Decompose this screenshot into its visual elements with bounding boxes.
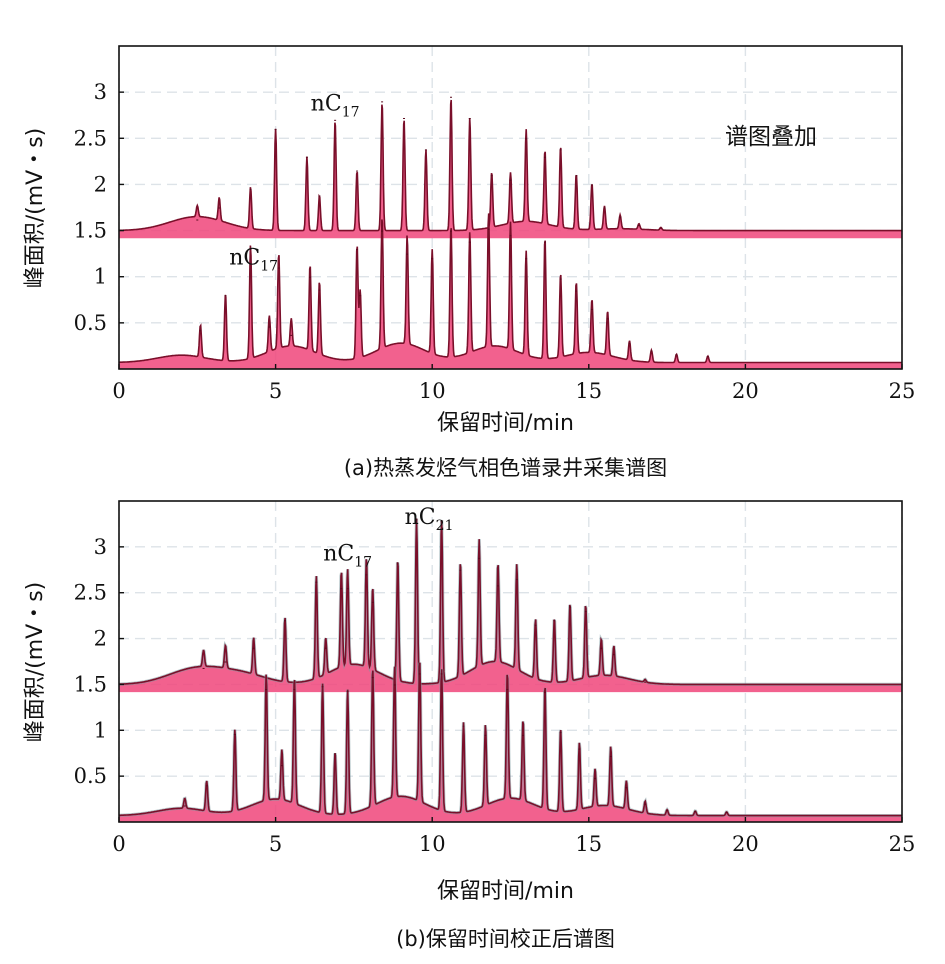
peak-annotation-subscript: 21	[436, 518, 454, 534]
series-1-line	[119, 99, 902, 232]
peak-annotation-base: nC	[229, 246, 260, 271]
series-2-area	[119, 213, 902, 369]
peak-annotation-subscript: 17	[342, 105, 360, 121]
x-tick-label: 10	[419, 379, 446, 403]
plot-frame	[118, 500, 903, 823]
series-1-shadow-line	[119, 518, 902, 686]
x-tick-label: 25	[889, 832, 916, 856]
y-tick-label: 0.5	[74, 311, 107, 335]
peak-annotation-base: nC	[311, 92, 342, 117]
x-tick-label: 20	[732, 379, 759, 403]
series-2-line	[119, 213, 902, 364]
plot-frame	[118, 45, 903, 370]
x-tick-label: 5	[269, 379, 282, 403]
y-tick-label: 1.5	[74, 219, 107, 243]
y-tick-label: 1	[94, 718, 107, 742]
series-1-area	[119, 100, 902, 239]
x-tick-label: 10	[419, 832, 446, 856]
series-1-area	[119, 518, 902, 693]
y-tick-label: 3	[94, 80, 107, 104]
x-tick-label: 0	[112, 379, 125, 403]
x-axis-label: 保留时间/min	[437, 411, 574, 436]
peak-annotation: nC17	[311, 92, 360, 121]
x-tick-label: 15	[575, 832, 602, 856]
y-tick-label: 3	[94, 535, 107, 559]
peak-annotation: nC17	[229, 246, 278, 275]
y-tick-label: 0.5	[74, 764, 107, 788]
panel-a-chart: 0 5 10 15 20 25 0.5 1 1.5 2 2.5 3 保留时间/min 峰面积/(mV・s)…	[23, 45, 916, 480]
y-tick-label: 2.5	[74, 126, 107, 150]
x-tick-label: 5	[269, 832, 282, 856]
y-tick-label: 1	[94, 265, 107, 289]
series-group	[119, 518, 902, 822]
peak-annotation-subscript: 17	[354, 555, 372, 571]
y-tick-label: 2	[94, 172, 107, 196]
peak-annotation-base: nC	[323, 542, 354, 567]
y-axis-label: 峰面积/(mV・s)	[23, 582, 48, 743]
peak-annotation-subscript: 17	[260, 259, 278, 275]
peak-annotation: nC17	[323, 542, 372, 571]
peak-annotation-base: nC	[405, 505, 436, 530]
x-axis-label: 保留时间/min	[437, 879, 574, 904]
y-axis-label: 峰面积/(mV・s)	[23, 128, 48, 289]
overlay-label: 谱图叠加	[725, 124, 817, 150]
y-tick-label: 1.5	[74, 672, 107, 696]
x-tick-label: 20	[732, 832, 759, 856]
y-tick-label: 2.5	[74, 581, 107, 605]
panel-b-chart: 0 5 10 15 20 25 0.5 1 1.5 2 2.5 3 保留时间/min 峰面积/(mV・s)…	[23, 500, 916, 951]
x-tick-label: 25	[889, 379, 916, 403]
x-tick-label: 0	[112, 832, 125, 856]
series-2-line	[119, 662, 902, 817]
peak-annotation: nC21	[405, 505, 454, 534]
y-tick-label: 2	[94, 627, 107, 651]
series-1-line	[119, 518, 902, 686]
series-group	[119, 96, 902, 369]
panel-caption: (a)热蒸发烃气相色谱录井采集谱图	[344, 456, 667, 480]
panel-caption: (b)保留时间校正后谱图	[396, 927, 615, 951]
x-tick-label: 15	[575, 379, 602, 403]
